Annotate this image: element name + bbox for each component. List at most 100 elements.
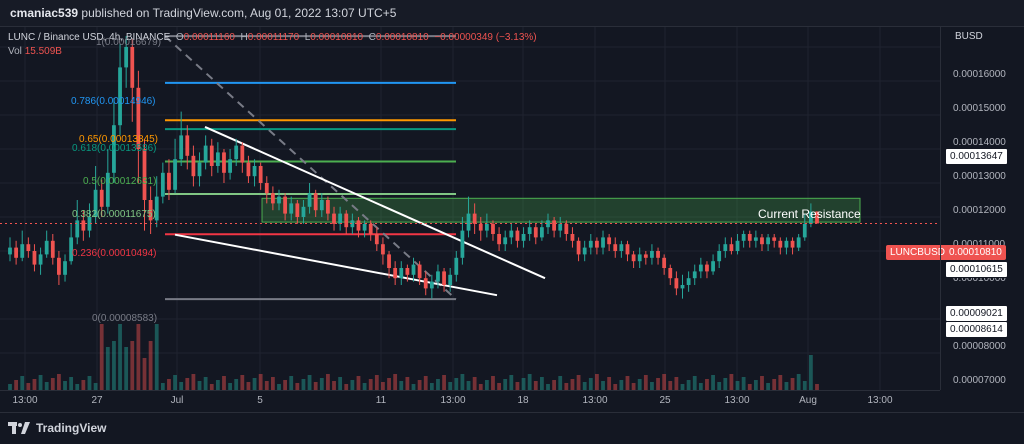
candle-body bbox=[344, 213, 349, 228]
candle-body bbox=[38, 254, 43, 265]
chart-plot-area[interactable] bbox=[0, 27, 940, 390]
candle-body bbox=[405, 268, 410, 275]
volume-bar bbox=[515, 382, 520, 390]
candle-body bbox=[753, 237, 758, 241]
candle-body bbox=[607, 237, 612, 245]
candle-body bbox=[680, 285, 685, 289]
fib-label-0786: 0.786(0.00014946) bbox=[71, 96, 156, 107]
candle-body bbox=[240, 145, 245, 163]
fib-label-0382: 0.382(0.00011675) bbox=[72, 209, 156, 220]
volume-bar bbox=[711, 375, 715, 390]
time-axis[interactable]: 13:00 27 Jul 5 11 13:00 18 13:00 25 13:0… bbox=[0, 390, 940, 411]
candle-body bbox=[105, 172, 110, 207]
candle-body bbox=[44, 240, 49, 255]
volume-bar bbox=[656, 378, 660, 390]
price-axis[interactable]: BUSD 0.00016000 0.00015000 0.00014000 0.… bbox=[940, 27, 1024, 390]
volume-bar bbox=[344, 384, 349, 390]
candle-body bbox=[112, 125, 116, 173]
tradingview-logo[interactable]: TradingView bbox=[8, 421, 106, 435]
candle-body bbox=[509, 230, 514, 238]
volume-bar bbox=[222, 376, 226, 390]
candle-body bbox=[356, 220, 361, 231]
volume-bar bbox=[448, 382, 453, 390]
candle-body bbox=[546, 220, 550, 228]
volume-bar bbox=[338, 377, 343, 390]
x-tick: 13:00 bbox=[724, 395, 750, 406]
volume-bar bbox=[411, 384, 416, 390]
volume-bar bbox=[741, 377, 746, 390]
volume-bar bbox=[466, 381, 471, 390]
volume-label[interactable]: Vol bbox=[8, 46, 22, 57]
y-tick: 0.00007000 bbox=[953, 375, 1006, 386]
volume-bar bbox=[105, 347, 110, 390]
candle-body bbox=[472, 213, 477, 224]
volume-bar bbox=[234, 379, 239, 390]
volume-bar bbox=[472, 377, 477, 390]
candle-body bbox=[662, 257, 667, 268]
candle-body bbox=[154, 196, 159, 221]
candle-body bbox=[222, 152, 226, 173]
candle-body bbox=[50, 240, 55, 258]
volume-bar bbox=[417, 380, 422, 390]
chart-canvas[interactable] bbox=[0, 27, 940, 390]
candle-body bbox=[723, 244, 728, 251]
volume-bar bbox=[442, 375, 446, 390]
tradingview-logo-icon bbox=[8, 422, 30, 434]
candle-body bbox=[87, 217, 92, 231]
volume-bar bbox=[686, 380, 691, 390]
price-tag-lower: 0.00010615 bbox=[945, 261, 1008, 278]
candle-body bbox=[197, 162, 202, 177]
volume-bar bbox=[209, 384, 214, 390]
candle-body bbox=[674, 278, 679, 289]
volume-bar bbox=[802, 381, 807, 390]
candle-body bbox=[234, 145, 239, 160]
candle-body bbox=[167, 172, 171, 190]
volume-bar bbox=[576, 375, 581, 390]
price-tag-bottom-1: 0.00009021 bbox=[945, 305, 1008, 322]
author-name[interactable]: cmaniac539 bbox=[10, 6, 79, 20]
candle-body bbox=[338, 213, 343, 224]
candle-body bbox=[802, 223, 807, 238]
volume-bar bbox=[692, 376, 697, 390]
symbol-title[interactable]: LUNC / Binance USD, 4h, BINANCE bbox=[8, 32, 171, 43]
candle-body bbox=[313, 193, 318, 211]
volume-bar bbox=[381, 382, 385, 390]
candle-body bbox=[368, 223, 373, 234]
candle-body bbox=[399, 268, 404, 279]
volume-bar bbox=[179, 382, 184, 390]
candle-body bbox=[436, 271, 440, 282]
candle-body bbox=[429, 281, 434, 289]
symbol-price-tag: LUNCBUSD bbox=[886, 245, 950, 260]
symbol-legend: LUNC / Binance USD, 4h, BINANCE O0.00011… bbox=[8, 32, 537, 43]
wedge-upper-line bbox=[204, 125, 546, 280]
candle-body bbox=[711, 261, 715, 272]
y-tick: 0.00010000 bbox=[953, 273, 1006, 284]
price-tag-current: 0.00010810 bbox=[945, 245, 1006, 260]
volume-bar bbox=[582, 382, 587, 390]
candle-body bbox=[576, 240, 581, 255]
close-label: C bbox=[368, 32, 376, 43]
y-tick: 0.00016000 bbox=[953, 69, 1006, 80]
volume-bar bbox=[57, 374, 61, 390]
candle-body bbox=[411, 264, 416, 275]
volume-bar bbox=[625, 376, 630, 390]
volume-bar bbox=[368, 379, 373, 390]
volume-bar bbox=[136, 324, 141, 390]
volume-bar bbox=[533, 381, 538, 390]
volume-value: 15.509B bbox=[24, 46, 62, 57]
candle-body bbox=[99, 189, 104, 207]
candle-body bbox=[717, 251, 722, 262]
candle-body bbox=[772, 237, 777, 241]
volume-bar bbox=[87, 376, 92, 390]
candle-body bbox=[301, 206, 306, 217]
volume-bar bbox=[662, 374, 667, 390]
volume-bar bbox=[539, 377, 544, 390]
volume-bar bbox=[509, 375, 514, 390]
candle-body bbox=[75, 220, 80, 238]
candle-body bbox=[747, 234, 752, 241]
volume-bar bbox=[393, 374, 398, 390]
volume-bar bbox=[167, 379, 171, 390]
candle-body bbox=[613, 244, 618, 251]
candle-body bbox=[478, 223, 483, 231]
